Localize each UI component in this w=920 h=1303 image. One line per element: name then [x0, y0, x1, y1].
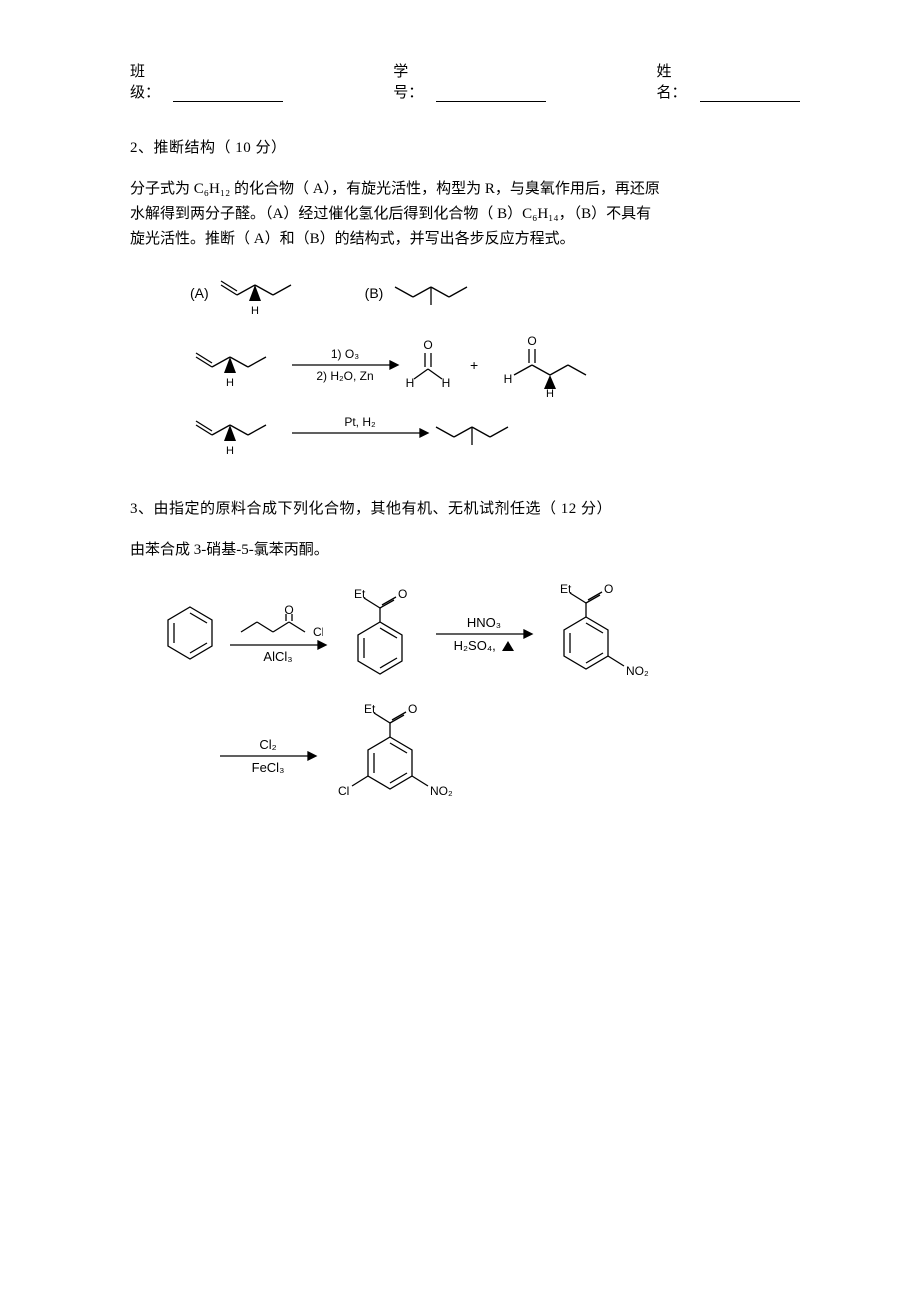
hydrogenation-arrow: Pt, H₂ — [290, 415, 430, 451]
svg-text:O: O — [604, 582, 613, 596]
label-b: (B) — [365, 285, 384, 301]
class-label: 班级： — [130, 60, 169, 102]
svg-text:O: O — [423, 338, 432, 352]
ozonolysis-bot: 2) H₂O, Zn — [316, 369, 373, 383]
structure-b-icon — [389, 275, 499, 311]
plus-sign: + — [470, 357, 478, 373]
q3-row2: Cl₂ FeCl₃ Et O — [160, 701, 800, 811]
friedel-arrow: O Cl — [228, 604, 328, 664]
id-underline — [436, 87, 546, 102]
svg-text:H: H — [442, 376, 451, 390]
q2-scheme: (A) H (B) — [130, 269, 800, 457]
svg-text:Cl: Cl — [313, 625, 323, 638]
nitration-bot: H₂SO₄, — [454, 638, 515, 653]
svg-text:H: H — [504, 372, 513, 386]
id-label: 学号： — [393, 60, 432, 102]
q3-title: 3、由指定的原料合成下列化合物，其他有机、无机试剂任选（ 12 分） — [130, 497, 800, 518]
chlorination-bot: FeCl₃ — [252, 760, 285, 775]
nitration-arrow: HNO₃ H₂SO₄, — [434, 615, 534, 653]
structure-a-icon: H — [215, 269, 315, 317]
meta-nitro-propiophenone-icon: Et O NO₂ — [542, 581, 662, 687]
chiral-aldehyde-icon: O H H — [492, 333, 592, 397]
q2-row-hydrogenation: H Pt, H₂ — [190, 409, 800, 457]
svg-text:H: H — [546, 388, 554, 397]
propionyl-chloride-icon: O Cl — [233, 604, 323, 641]
name-label: 姓名： — [656, 60, 696, 102]
q2-line3: 旋光活性。推断（ A）和（B）的结构式，并写出各步反应方程式。 — [130, 231, 575, 247]
class-underline — [173, 87, 283, 102]
q3-row1: O Cl — [160, 581, 800, 687]
cl-label: Cl — [338, 784, 349, 798]
reactant-a-icon: H — [190, 341, 290, 389]
q3-body: 由苯合成 3-硝基-5-氯苯丙酮。 — [130, 538, 800, 563]
q3-scheme: O Cl — [130, 581, 800, 811]
svg-text:H: H — [406, 376, 415, 390]
id-field: 学号： — [393, 60, 546, 102]
heat-triangle-icon — [502, 641, 514, 651]
svg-text:Et: Et — [364, 702, 376, 716]
reactant-a2-icon: H — [190, 409, 290, 457]
svg-text:O: O — [408, 702, 417, 716]
q2-line1: 分子式为 C₆H₁₂ 的化合物（ A），有旋光活性，构型为 R，与臭氧作用后，再… — [130, 181, 660, 197]
header-row: 班级： 学号： 姓名： — [130, 60, 800, 102]
q2-line2: 水解得到两分子醛。（A）经过催化氢化后得到化合物（ B）C₆H₁₄，（B）不具有 — [130, 206, 651, 222]
name-field: 姓名： — [656, 60, 800, 102]
product-b-icon — [430, 415, 540, 451]
et-label: Et — [354, 587, 366, 601]
friedel-bot: AlCl₃ — [263, 649, 292, 664]
q2-row-structures: (A) H (B) — [190, 269, 800, 317]
svg-text:Et: Et — [560, 582, 572, 596]
name-underline — [700, 87, 800, 102]
svg-text:O: O — [528, 334, 537, 348]
no2-label: NO₂ — [626, 664, 649, 678]
svg-text:H: H — [226, 377, 234, 389]
svg-text:O: O — [398, 587, 407, 601]
final-product-icon: Et O NO₂ Cl — [326, 701, 476, 811]
label-a: (A) — [190, 285, 209, 301]
svg-text:H: H — [226, 445, 234, 457]
benzene-icon — [160, 601, 220, 667]
chlorination-arrow: Cl₂ FeCl₃ — [218, 737, 318, 775]
q2-row-ozonolysis: H 1) O₃ 2) H₂O, Zn O — [190, 333, 800, 397]
svg-text:NO₂: NO₂ — [430, 784, 453, 798]
svg-text:H: H — [251, 305, 259, 317]
formaldehyde-icon: O H H — [400, 337, 456, 393]
q2-title: 2、推断结构（ 10 分） — [130, 136, 800, 157]
propiophenone-icon: Et O — [336, 586, 426, 682]
class-field: 班级： — [130, 60, 283, 102]
q2-body: 分子式为 C₆H₁₂ 的化合物（ A），有旋光活性，构型为 R，与臭氧作用后，再… — [130, 177, 800, 251]
ozonolysis-arrow: 1) O₃ 2) H₂O, Zn — [290, 347, 400, 383]
